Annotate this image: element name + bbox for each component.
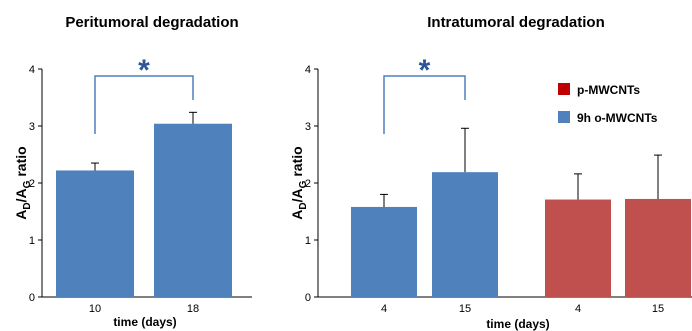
significance-star: * [138, 54, 150, 87]
y-tick-label: 4 [29, 64, 35, 76]
x-tick-label: 4 [575, 303, 581, 315]
y-axis-label: AD/AG ratio [289, 146, 309, 219]
plot-area: 0 1 2 3 4 10 18 * [29, 54, 252, 315]
x-tick-label: 4 [381, 303, 387, 315]
y-axis-label: AD/AG ratio [13, 146, 33, 219]
bar [545, 199, 611, 297]
y-tick-label: 3 [29, 121, 35, 133]
chart-title: Intratumoral degradation [427, 14, 605, 31]
x-axis-label: time (days) [486, 317, 549, 331]
y-tick-label: 2 [305, 178, 311, 190]
y-tick-label: 1 [29, 235, 35, 247]
legend-swatch-p-mwcnts [558, 83, 570, 95]
significance-star: * [419, 54, 431, 87]
y-tick-label: 0 [29, 292, 35, 304]
y-tick-label: 4 [305, 64, 311, 76]
legend-swatch-9h-o-mwcnts [558, 111, 570, 123]
bar [56, 170, 134, 297]
x-axis-label: time (days) [113, 315, 176, 329]
bar [432, 172, 498, 297]
x-tick-label: 15 [652, 303, 664, 315]
chart-title: Peritumoral degradation [65, 14, 238, 31]
y-tick-label: 1 [305, 235, 311, 247]
legend: p-MWCNTs 9h o-MWCNTs [558, 83, 658, 125]
y-tick-label: 3 [305, 121, 311, 133]
bar [351, 206, 417, 297]
y-tick-label: 2 [29, 178, 35, 190]
x-tick-label: 18 [187, 303, 199, 315]
bar [625, 198, 691, 297]
panel-peritumoral: Peritumoral degradation AD/AG ratio time… [13, 14, 252, 329]
bar [154, 123, 232, 297]
legend-label-9h-o-mwcnts: 9h o-MWCNTs [577, 111, 658, 125]
legend-label-p-mwcnts: p-MWCNTs [577, 83, 640, 97]
significance-bracket [94, 75, 194, 134]
significance-bracket [383, 75, 466, 134]
plot-area: 0 1 2 3 4 4 15 4 15 * [305, 54, 692, 315]
x-tick-label: 15 [459, 303, 471, 315]
panel-intratumoral: Intratumoral degradation AD/AG ratio tim… [289, 14, 692, 331]
x-tick-label: 10 [89, 303, 101, 315]
y-tick-label: 0 [305, 292, 311, 304]
